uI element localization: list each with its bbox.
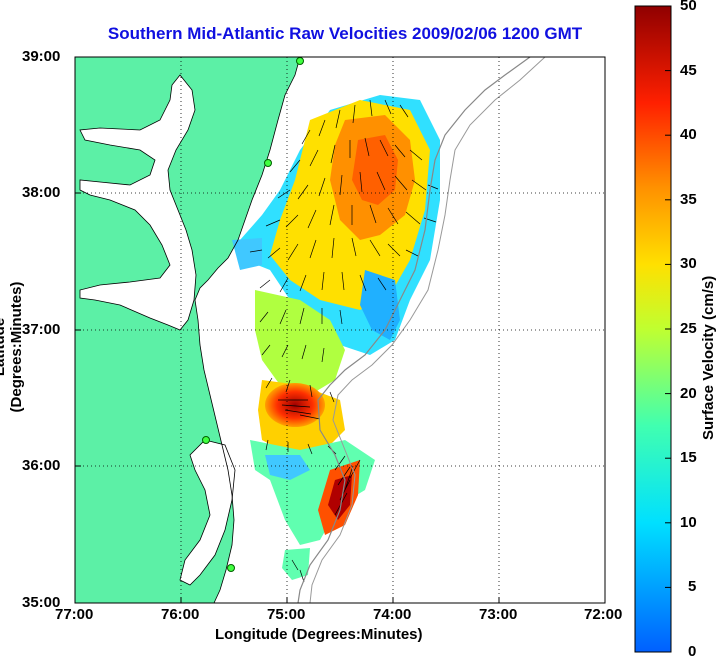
colorbar-tick-label: 30	[680, 255, 697, 272]
grid-lines	[75, 57, 605, 603]
y-tick-label: 38:00	[22, 184, 61, 201]
y-axis-label: Latitude (Degrees:Minutes)	[0, 281, 25, 413]
y-tick-label: 35:00	[22, 594, 61, 611]
colorbar-tick-label: 0	[688, 643, 697, 660]
x-tick-label: 72:00	[584, 606, 623, 623]
y-tick-label: 39:00	[22, 48, 61, 65]
colorbar-tick-label: 40	[680, 126, 697, 143]
colorbar-tick-label: 35	[680, 191, 697, 208]
y-tick-label: 37:00	[22, 321, 61, 338]
axis-ticks	[74, 56, 606, 604]
x-tick-label: 73:00	[479, 606, 518, 623]
colorbar-tick-label: 20	[680, 385, 697, 402]
pamlico-sound	[179, 439, 236, 586]
colorbar-tick-label: 10	[680, 514, 697, 531]
y-tick-label: 36:00	[22, 457, 61, 474]
bathymetry-contour	[297, 56, 531, 604]
x-axis-label: Longitude (Degrees:Minutes)	[215, 626, 423, 643]
colorbar-tick-label: 5	[688, 578, 697, 595]
x-tick-label: 75:00	[267, 606, 306, 623]
x-tick-label: 77:00	[55, 606, 94, 623]
x-tick-label: 76:00	[161, 606, 200, 623]
radar-station-markers	[202, 57, 304, 572]
colorbar-tick-label: 25	[680, 320, 697, 337]
colorbar-tick-label: 50	[680, 0, 697, 14]
colorbar-tick-label: 45	[680, 62, 697, 79]
chesapeake-bay	[79, 74, 197, 331]
colorbar-ticks	[665, 5, 671, 588]
colorbar-label: Surface Velocity (cm/s)	[700, 275, 717, 440]
map-title: Southern Mid-Atlantic Raw Velocities 200…	[107, 24, 583, 43]
colorbar-tick-label: 15	[680, 449, 697, 466]
x-tick-label: 74:00	[373, 606, 412, 623]
velocity-field	[232, 95, 440, 580]
